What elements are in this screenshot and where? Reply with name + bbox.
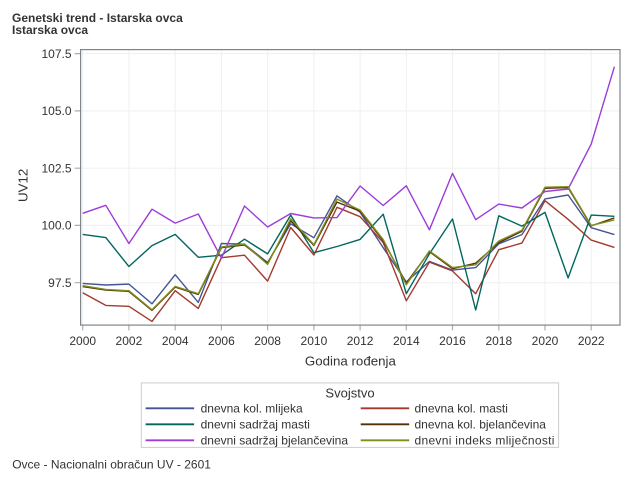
- svg-text:2008: 2008: [254, 334, 281, 348]
- svg-text:2014: 2014: [393, 334, 420, 348]
- svg-text:Svojstvo: Svojstvo: [325, 386, 374, 401]
- svg-text:2006: 2006: [208, 334, 235, 348]
- svg-text:dnevni indeks mliječnosti: dnevni indeks mliječnosti: [415, 434, 555, 448]
- svg-text:2020: 2020: [532, 334, 559, 348]
- svg-text:2018: 2018: [485, 334, 512, 348]
- svg-text:dnevni sadržaj masti: dnevni sadržaj masti: [201, 418, 310, 432]
- svg-text:2000: 2000: [69, 334, 96, 348]
- svg-text:100.0: 100.0: [41, 219, 71, 233]
- svg-text:Godina rođenja: Godina rođenja: [305, 354, 397, 369]
- svg-text:2002: 2002: [116, 334, 143, 348]
- svg-text:97.5: 97.5: [48, 276, 72, 290]
- svg-text:dnevna kol. masti: dnevna kol. masti: [415, 402, 508, 416]
- svg-text:Genetski trend - Istarska ovca: Genetski trend - Istarska ovca: [12, 11, 183, 25]
- svg-text:Istarska ovca: Istarska ovca: [12, 23, 88, 37]
- svg-text:dnevna kol. mlijeka: dnevna kol. mlijeka: [201, 402, 303, 416]
- svg-text:Ovce - Nacionalni obračun UV -: Ovce - Nacionalni obračun UV - 2601: [12, 457, 211, 471]
- svg-text:UV12: UV12: [15, 169, 30, 202]
- svg-text:2016: 2016: [439, 334, 466, 348]
- svg-text:dnevni sadržaj bjelančevina: dnevni sadržaj bjelančevina: [201, 434, 349, 448]
- svg-text:107.5: 107.5: [41, 47, 71, 61]
- svg-text:102.5: 102.5: [41, 161, 71, 175]
- svg-text:105.0: 105.0: [41, 104, 71, 118]
- svg-text:2010: 2010: [301, 334, 328, 348]
- svg-text:2022: 2022: [578, 334, 605, 348]
- svg-text:2012: 2012: [347, 334, 374, 348]
- svg-text:2004: 2004: [162, 334, 189, 348]
- svg-text:dnevna kol. bjelančevina: dnevna kol. bjelančevina: [415, 418, 547, 432]
